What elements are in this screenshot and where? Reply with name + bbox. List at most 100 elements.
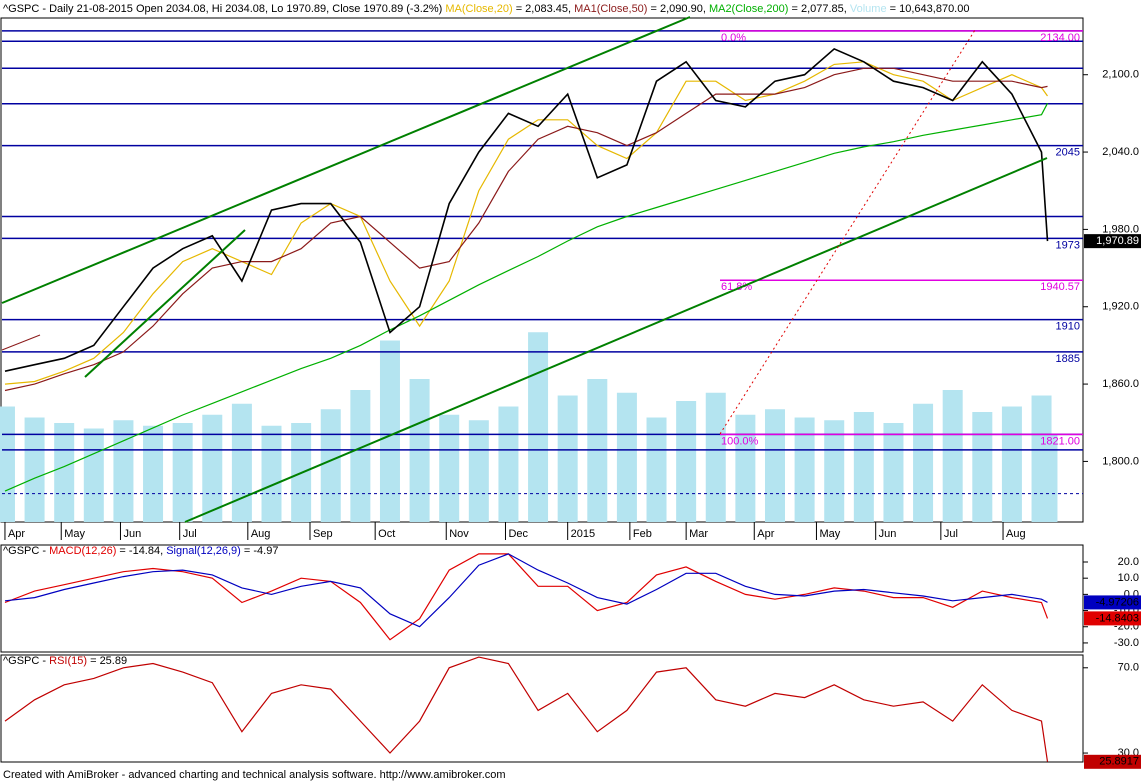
series-line [4,553,1048,628]
series-line [4,61,1048,385]
level-label: 1885 [1056,353,1080,365]
fib-label: 1821.00 [1040,435,1080,447]
y-tick-label: 2,040.0 [1102,146,1139,158]
volume-bar [498,406,519,522]
fib-pct: 61.8% [721,281,752,293]
badge-label: 1,970.89 [1096,235,1139,247]
x-tick-label: May [64,528,85,540]
x-tick-label: Sep [313,528,333,540]
level-label: 1973 [1056,239,1080,251]
volume-bar [557,395,578,522]
footer: Created with AmiBroker - advanced charti… [3,769,506,781]
header-title: ^GSPC - [3,545,49,557]
volume-bar [764,409,785,522]
volume-bar [83,428,104,522]
series-line [4,656,1049,762]
volume-bar [113,420,134,522]
badge-label: 25.8917 [1099,756,1139,768]
fib-pct: 0.0% [721,32,746,44]
legend-value: = 10,643,870.00 [887,3,970,15]
y-tick-label: 2,100.0 [1102,69,1139,81]
pane: 1,800.0 1,860.0 1,920.0 1,980.0 2,040.0 2,100… [0,3,1141,540]
legend-name: MA(Close,20) [445,3,512,15]
legend-name: MACD(12,26) [49,545,116,557]
series-line [4,553,1049,641]
y-tick-label: 70.0 [1118,662,1139,674]
value-badge [1084,234,1141,249]
y-tick-label: 10.0 [1118,572,1139,584]
legend-value: = 2,090.90, [647,3,708,15]
x-tick-label: Nov [449,528,469,540]
fib-label: 2134.00 [1040,32,1080,44]
legend-value: = -4.97 [241,545,279,557]
volume-bar [705,392,726,522]
volume-bar [676,401,697,522]
value-badge [1084,611,1141,626]
x-tick-label: Apr [8,528,25,540]
x-tick-label: Apr [757,528,774,540]
x-tick-label: Jun [123,528,141,540]
volume-bar [853,412,874,522]
volume-bar [646,417,667,522]
legend-name: RSI(15) [49,655,87,667]
volume-bar [616,392,637,522]
badge-label: -4.97206 [1096,596,1139,608]
volume-bar [172,423,193,522]
series-line [4,47,1049,372]
level-label: 2045 [1056,147,1080,159]
volume-bar [913,403,934,522]
series-line [4,103,1049,492]
badge-label: -14.8403 [1096,612,1139,624]
volume-bar [942,390,963,522]
x-tick-label: May [819,528,840,540]
volume-bar [320,409,341,522]
x-tick-label: Jul [183,528,197,540]
x-tick-label: Jul [944,528,958,540]
volume-bar [794,417,815,522]
short-trend [84,229,246,378]
level-label: 1910 [1056,321,1080,333]
volume-bar [231,403,252,522]
pane: 20.010.00.0-10.0-20.0-30.0-14.8403-4.972… [0,544,1141,653]
value-badge [1084,754,1141,769]
legend-value: = 2,083.45, [513,3,574,15]
x-tick-label: Aug [251,528,271,540]
fib-pct: 100.0% [721,435,759,447]
ma-stub [1,334,41,351]
y-tick-label: 1,860.0 [1102,378,1139,390]
x-tick-label: Feb [633,528,652,540]
y-tick-label: 1,980.0 [1102,223,1139,235]
volume-bar [54,423,75,522]
pane-header: ^GSPC - Daily 21-08-2015 Open 2034.08, H… [3,3,969,15]
y-tick-label: 1,920.0 [1102,301,1139,313]
volume-bar [883,423,904,522]
volume-bar [468,420,489,522]
volume-bar [261,425,282,522]
x-tick-label: Oct [378,528,395,540]
x-tick-label: Mar [689,528,708,540]
volume-bar [379,340,400,522]
pane-header: ^GSPC - MACD(12,26) = -14.84, Signal(12,… [3,545,278,557]
channel-lower [184,157,1048,523]
volume-bar [439,414,460,522]
legend-name: Signal(12,26,9) [166,545,241,557]
legend-name: Volume [850,3,887,15]
series-line [4,67,1048,392]
fib-label: 1940.57 [1040,281,1080,293]
volume-bar [528,332,549,522]
legend-name: MA2(Close,200) [709,3,788,15]
volume-bar [824,420,845,522]
volume-bar [1037,434,1058,522]
pane: 70.030.025.8917^GSPC - RSI(15) = 25.89 [0,654,1141,769]
volume-bar [0,406,15,522]
trend-lines [1,16,1048,523]
y-tick-label: 20.0 [1118,556,1139,568]
legend-value: = -14.84, [116,545,166,557]
header-title: ^GSPC - [3,655,49,667]
volume-bar [972,412,993,522]
volume-bar [1001,406,1022,522]
legend-name: MA1(Close,50) [574,3,647,15]
value-badge [1084,595,1141,610]
